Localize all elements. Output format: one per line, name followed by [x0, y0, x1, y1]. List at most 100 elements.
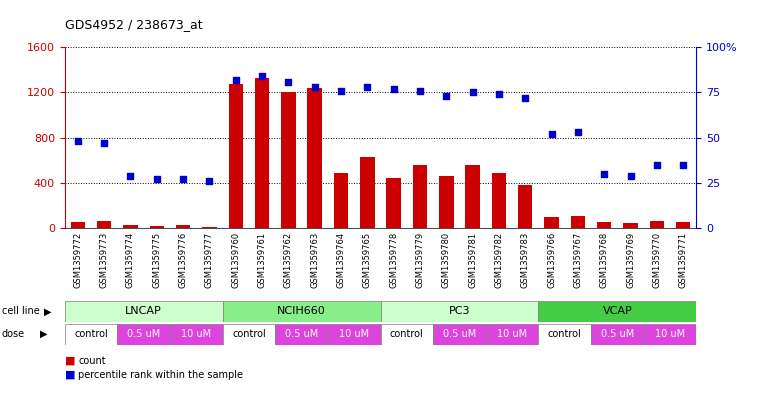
Point — [651, 162, 663, 168]
Text: GSM1359777: GSM1359777 — [205, 231, 214, 288]
Bar — [591, 324, 644, 345]
Point — [72, 138, 84, 144]
Point — [309, 84, 321, 90]
Text: control: control — [548, 329, 581, 339]
Text: GSM1359769: GSM1359769 — [626, 231, 635, 288]
Text: 10 uM: 10 uM — [497, 329, 527, 339]
Text: ▶: ▶ — [44, 307, 52, 316]
Text: GSM1359781: GSM1359781 — [468, 231, 477, 288]
Bar — [360, 157, 374, 228]
Text: GSM1359782: GSM1359782 — [495, 231, 504, 288]
Bar — [228, 84, 243, 228]
Point — [256, 73, 268, 79]
Text: dose: dose — [2, 329, 24, 339]
Point — [282, 78, 295, 84]
Text: control: control — [232, 329, 266, 339]
Bar — [650, 221, 664, 228]
Bar — [281, 92, 295, 228]
Text: ■: ■ — [65, 356, 75, 366]
Bar — [170, 324, 223, 345]
Text: GSM1359783: GSM1359783 — [521, 231, 530, 288]
Text: GSM1359772: GSM1359772 — [73, 231, 82, 288]
Text: GSM1359764: GSM1359764 — [336, 231, 345, 288]
Text: control: control — [74, 329, 108, 339]
Point — [230, 77, 242, 83]
Text: GSM1359761: GSM1359761 — [257, 231, 266, 288]
Bar — [623, 222, 638, 228]
Text: GSM1359779: GSM1359779 — [416, 231, 425, 288]
Text: GSM1359766: GSM1359766 — [547, 231, 556, 288]
Point — [546, 131, 558, 137]
Bar — [439, 176, 454, 228]
Bar — [380, 324, 433, 345]
Bar — [644, 324, 696, 345]
Point — [677, 162, 689, 168]
Text: GSM1359763: GSM1359763 — [310, 231, 319, 288]
Text: GSM1359776: GSM1359776 — [179, 231, 188, 288]
Text: GSM1359768: GSM1359768 — [600, 231, 609, 288]
Text: GSM1359760: GSM1359760 — [231, 231, 240, 288]
Text: GSM1359773: GSM1359773 — [100, 231, 109, 288]
Text: LNCAP: LNCAP — [126, 307, 162, 316]
Text: PC3: PC3 — [449, 307, 470, 316]
Point — [151, 176, 163, 182]
Bar — [334, 173, 349, 228]
Text: GSM1359775: GSM1359775 — [152, 231, 161, 288]
Bar — [202, 227, 217, 228]
Text: 10 uM: 10 uM — [339, 329, 369, 339]
Bar — [65, 301, 223, 322]
Text: GSM1359765: GSM1359765 — [363, 231, 372, 288]
Text: GSM1359771: GSM1359771 — [679, 231, 688, 288]
Text: GSM1359778: GSM1359778 — [389, 231, 398, 288]
Point — [98, 140, 110, 146]
Point — [598, 171, 610, 177]
Bar — [65, 324, 117, 345]
Text: control: control — [390, 329, 424, 339]
Bar — [518, 185, 533, 228]
Text: 0.5 uM: 0.5 uM — [285, 329, 318, 339]
Text: GSM1359780: GSM1359780 — [442, 231, 451, 288]
Text: GSM1359770: GSM1359770 — [652, 231, 661, 288]
Bar — [544, 217, 559, 228]
Bar — [150, 226, 164, 228]
Text: 10 uM: 10 uM — [181, 329, 212, 339]
Bar — [123, 225, 138, 228]
Point — [519, 95, 531, 101]
Text: 0.5 uM: 0.5 uM — [600, 329, 634, 339]
Bar — [176, 226, 190, 228]
Bar — [117, 324, 170, 345]
Point — [493, 91, 505, 97]
Point — [177, 176, 189, 182]
Text: 10 uM: 10 uM — [655, 329, 685, 339]
Bar — [466, 165, 480, 228]
Bar — [539, 301, 696, 322]
Point — [572, 129, 584, 135]
Text: NCIH660: NCIH660 — [277, 307, 326, 316]
Text: VCAP: VCAP — [603, 307, 632, 316]
Bar — [275, 324, 328, 345]
Bar — [380, 301, 539, 322]
Text: count: count — [78, 356, 106, 366]
Point — [466, 89, 479, 95]
Bar — [328, 324, 380, 345]
Bar — [492, 173, 506, 228]
Bar — [255, 78, 269, 228]
Bar — [223, 324, 275, 345]
Point — [203, 178, 215, 184]
Text: ■: ■ — [65, 369, 75, 380]
Point — [124, 173, 136, 179]
Point — [335, 87, 347, 94]
Bar — [597, 222, 611, 228]
Bar — [412, 165, 427, 228]
Point — [361, 84, 374, 90]
Bar — [307, 88, 322, 228]
Text: GSM1359774: GSM1359774 — [126, 231, 135, 288]
Bar — [571, 216, 585, 228]
Text: 0.5 uM: 0.5 uM — [443, 329, 476, 339]
Text: GSM1359762: GSM1359762 — [284, 231, 293, 288]
Bar — [539, 324, 591, 345]
Text: GDS4952 / 238673_at: GDS4952 / 238673_at — [65, 18, 202, 31]
Text: percentile rank within the sample: percentile rank within the sample — [78, 369, 244, 380]
Point — [387, 86, 400, 92]
Bar — [433, 324, 486, 345]
